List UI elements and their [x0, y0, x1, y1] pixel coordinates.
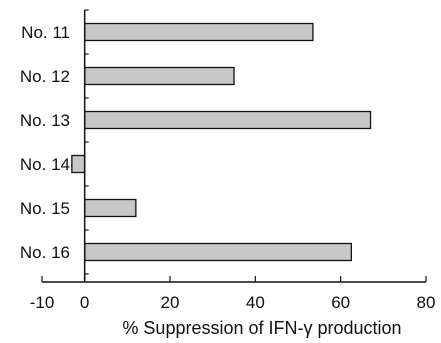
x-tick-label: 20 [161, 293, 180, 312]
x-tick-label: -10 [30, 293, 55, 312]
y-tick-label-no-13: No. 13 [20, 111, 70, 130]
x-tick-label: 80 [417, 293, 436, 312]
bar-no-11 [84, 22, 314, 42]
x-tick-label: 40 [246, 293, 265, 312]
y-tick-label-no-12: No. 12 [20, 67, 70, 86]
x-tick-label: 0 [80, 293, 89, 312]
bar-no-12 [84, 66, 235, 86]
x-tick-label: 60 [331, 293, 350, 312]
x-axis-title: % Suppression of IFN-γ production [122, 318, 401, 338]
bar-no-13 [84, 110, 372, 130]
y-tick-label-no-14: No. 14 [20, 155, 70, 174]
bars-layer [71, 22, 372, 262]
label-layer: No. 11 No. 12 No. 13 No. 14 No. 15 No. 16 -10 0… [20, 23, 436, 312]
y-tick-label-no-15: No. 15 [20, 199, 70, 218]
y-tick-label-no-11: No. 11 [21, 23, 70, 42]
bar-no-14 [71, 154, 86, 174]
axis-layer [41, 9, 427, 283]
bar-no-15 [84, 198, 137, 218]
y-tick-label-no-16: No. 16 [20, 243, 70, 262]
bar-no-16 [84, 242, 352, 262]
